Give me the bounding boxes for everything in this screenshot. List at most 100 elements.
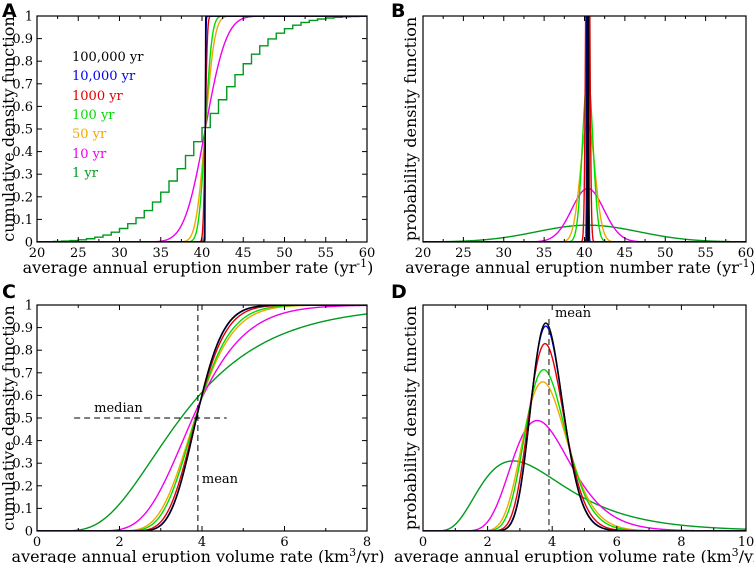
x-axis-label-end: ): [750, 258, 754, 277]
y-tick-label: 0.2: [12, 479, 33, 494]
y-axis-label: cumulative density function: [0, 16, 18, 241]
x-tick-label: 6: [280, 535, 288, 550]
y-axis-label: probability density function: [401, 306, 420, 530]
panel-a: A 20 25 30 35 40 45 50 55 60 0 0.1 0.2 0.3 0.4 0.5 0.6 0…: [0, 0, 375, 277]
panel-label-a: A: [2, 0, 17, 22]
y-axis-label: probability density function: [401, 17, 420, 241]
curves-a: [37, 16, 367, 242]
mean-label: mean: [555, 306, 592, 321]
y-tick-label: 0: [25, 236, 33, 251]
x-axis-label-sup: 3: [732, 546, 739, 559]
y-tick-label: 0.9: [12, 32, 33, 47]
y-tick-label: 0: [25, 525, 33, 540]
series-line-100: [37, 16, 367, 242]
y-axis-label: cumulative density function: [0, 305, 18, 530]
series-line-1: [423, 460, 746, 531]
x-tick-label: 40: [194, 246, 211, 261]
x-axis-label-sup: -1: [356, 257, 367, 270]
x-tick-label: 30: [111, 246, 128, 261]
y-tick-label: 1: [25, 299, 33, 314]
x-axis-label-main: average annual eruption number rate (yr: [23, 258, 357, 277]
x-tick-label: 35: [536, 246, 553, 261]
series-line-10: [423, 419, 746, 531]
x-tick-label: 60: [738, 246, 754, 261]
y-tick-label: 0.4: [12, 145, 33, 160]
x-tick-label: 25: [70, 246, 87, 261]
legend-item-10000: 10,000 yr: [72, 69, 136, 84]
x-tick-label: 0: [419, 535, 427, 550]
x-axis-label-end: ): [367, 258, 373, 277]
legend-item-100: 100 yr: [72, 108, 115, 123]
x-tick-label: 30: [495, 246, 512, 261]
legend: 100,000 yr 10,000 yr 1000 yr 100 yr 50 y…: [72, 50, 144, 181]
y-tick-label: 0.3: [12, 168, 33, 183]
x-tick-label: 45: [617, 246, 634, 261]
panel-label-b: B: [391, 0, 405, 22]
x-axis-label-sup: 3: [349, 546, 356, 559]
x-tick-label: 55: [697, 246, 714, 261]
legend-item-1000: 1000 yr: [72, 89, 124, 104]
y-tick-label: 1: [25, 10, 33, 25]
x-tick-label: 55: [317, 246, 334, 261]
series-line-1: [37, 313, 367, 531]
x-tick-label: 40: [576, 246, 593, 261]
series-line-1000: [423, 16, 746, 242]
y-tick-label: 0.6: [12, 100, 33, 115]
legend-item-100000: 100,000 yr: [72, 50, 144, 65]
x-axis-label: average annual eruption number rate (yr-…: [405, 257, 754, 278]
panel-c: C 0 2 4 6 8 0 0.1 0.2 0.3 0.4 0.5 0.6 0.7 0.8 0.9 1 aver…: [0, 281, 384, 563]
y-tick-label: 0.5: [12, 123, 33, 138]
y-tick-label: 0.7: [12, 366, 33, 381]
x-tick-label: 8: [677, 535, 685, 550]
x-tick-label: 2: [115, 535, 123, 550]
legend-item-50: 50 yr: [72, 127, 107, 142]
series-line-10: [37, 16, 367, 242]
x-tick-label: 20: [29, 246, 46, 261]
series-line-1000: [37, 16, 367, 242]
mean-label: mean: [202, 472, 239, 487]
x-axis-label-end: /yr): [356, 547, 384, 563]
x-tick-label: 50: [276, 246, 293, 261]
panel-label-c: C: [2, 281, 16, 303]
series-line-100: [423, 368, 746, 531]
x-axis-label-main: average annual eruption volume rate (km: [12, 547, 350, 563]
y-tick-label: 0.4: [12, 434, 33, 449]
panel-label-d: D: [391, 281, 407, 303]
y-tick-label: 0.8: [12, 55, 33, 70]
y-tick-label: 0.8: [12, 344, 33, 359]
y-tick-label: 0.5: [12, 412, 33, 427]
median-label: median: [94, 401, 143, 416]
x-axis-label: average annual eruption volume rate (km3…: [394, 546, 754, 563]
legend-item-10: 10 yr: [72, 147, 107, 162]
x-tick-label: 4: [198, 535, 206, 550]
x-tick-label: 60: [359, 246, 376, 261]
x-tick-label: 10: [738, 535, 754, 550]
x-tick-label: 25: [455, 246, 472, 261]
x-tick-label: 4: [548, 535, 556, 550]
x-tick-label: 45: [235, 246, 252, 261]
x-tick-label: 35: [152, 246, 169, 261]
x-tick-label: 8: [363, 535, 371, 550]
series-line-1: [37, 16, 367, 242]
x-axis-label-end: /yr): [739, 547, 754, 563]
curves-d: [423, 322, 746, 531]
y-tick-label: 0.1: [12, 213, 33, 228]
x-axis-label: average annual eruption number rate (yr-…: [23, 257, 374, 278]
y-tick-label: 0.9: [12, 321, 33, 336]
series-line-1000: [423, 342, 746, 531]
x-axis-label-sup: -1: [739, 257, 750, 270]
x-tick-label: 50: [657, 246, 674, 261]
curves-b: [423, 16, 746, 242]
x-tick-label: 2: [483, 535, 491, 550]
legend-item-1: 1 yr: [72, 166, 99, 181]
x-axis-label: average annual eruption volume rate (km3…: [12, 546, 385, 563]
x-tick-label: 6: [613, 535, 621, 550]
x-tick-label: 20: [415, 246, 432, 261]
y-tick-label: 0.7: [12, 77, 33, 92]
series-line-100000: [37, 305, 367, 531]
y-tick-label: 0.1: [12, 502, 33, 517]
x-axis-label-main: average annual eruption volume rate (km: [394, 547, 732, 563]
